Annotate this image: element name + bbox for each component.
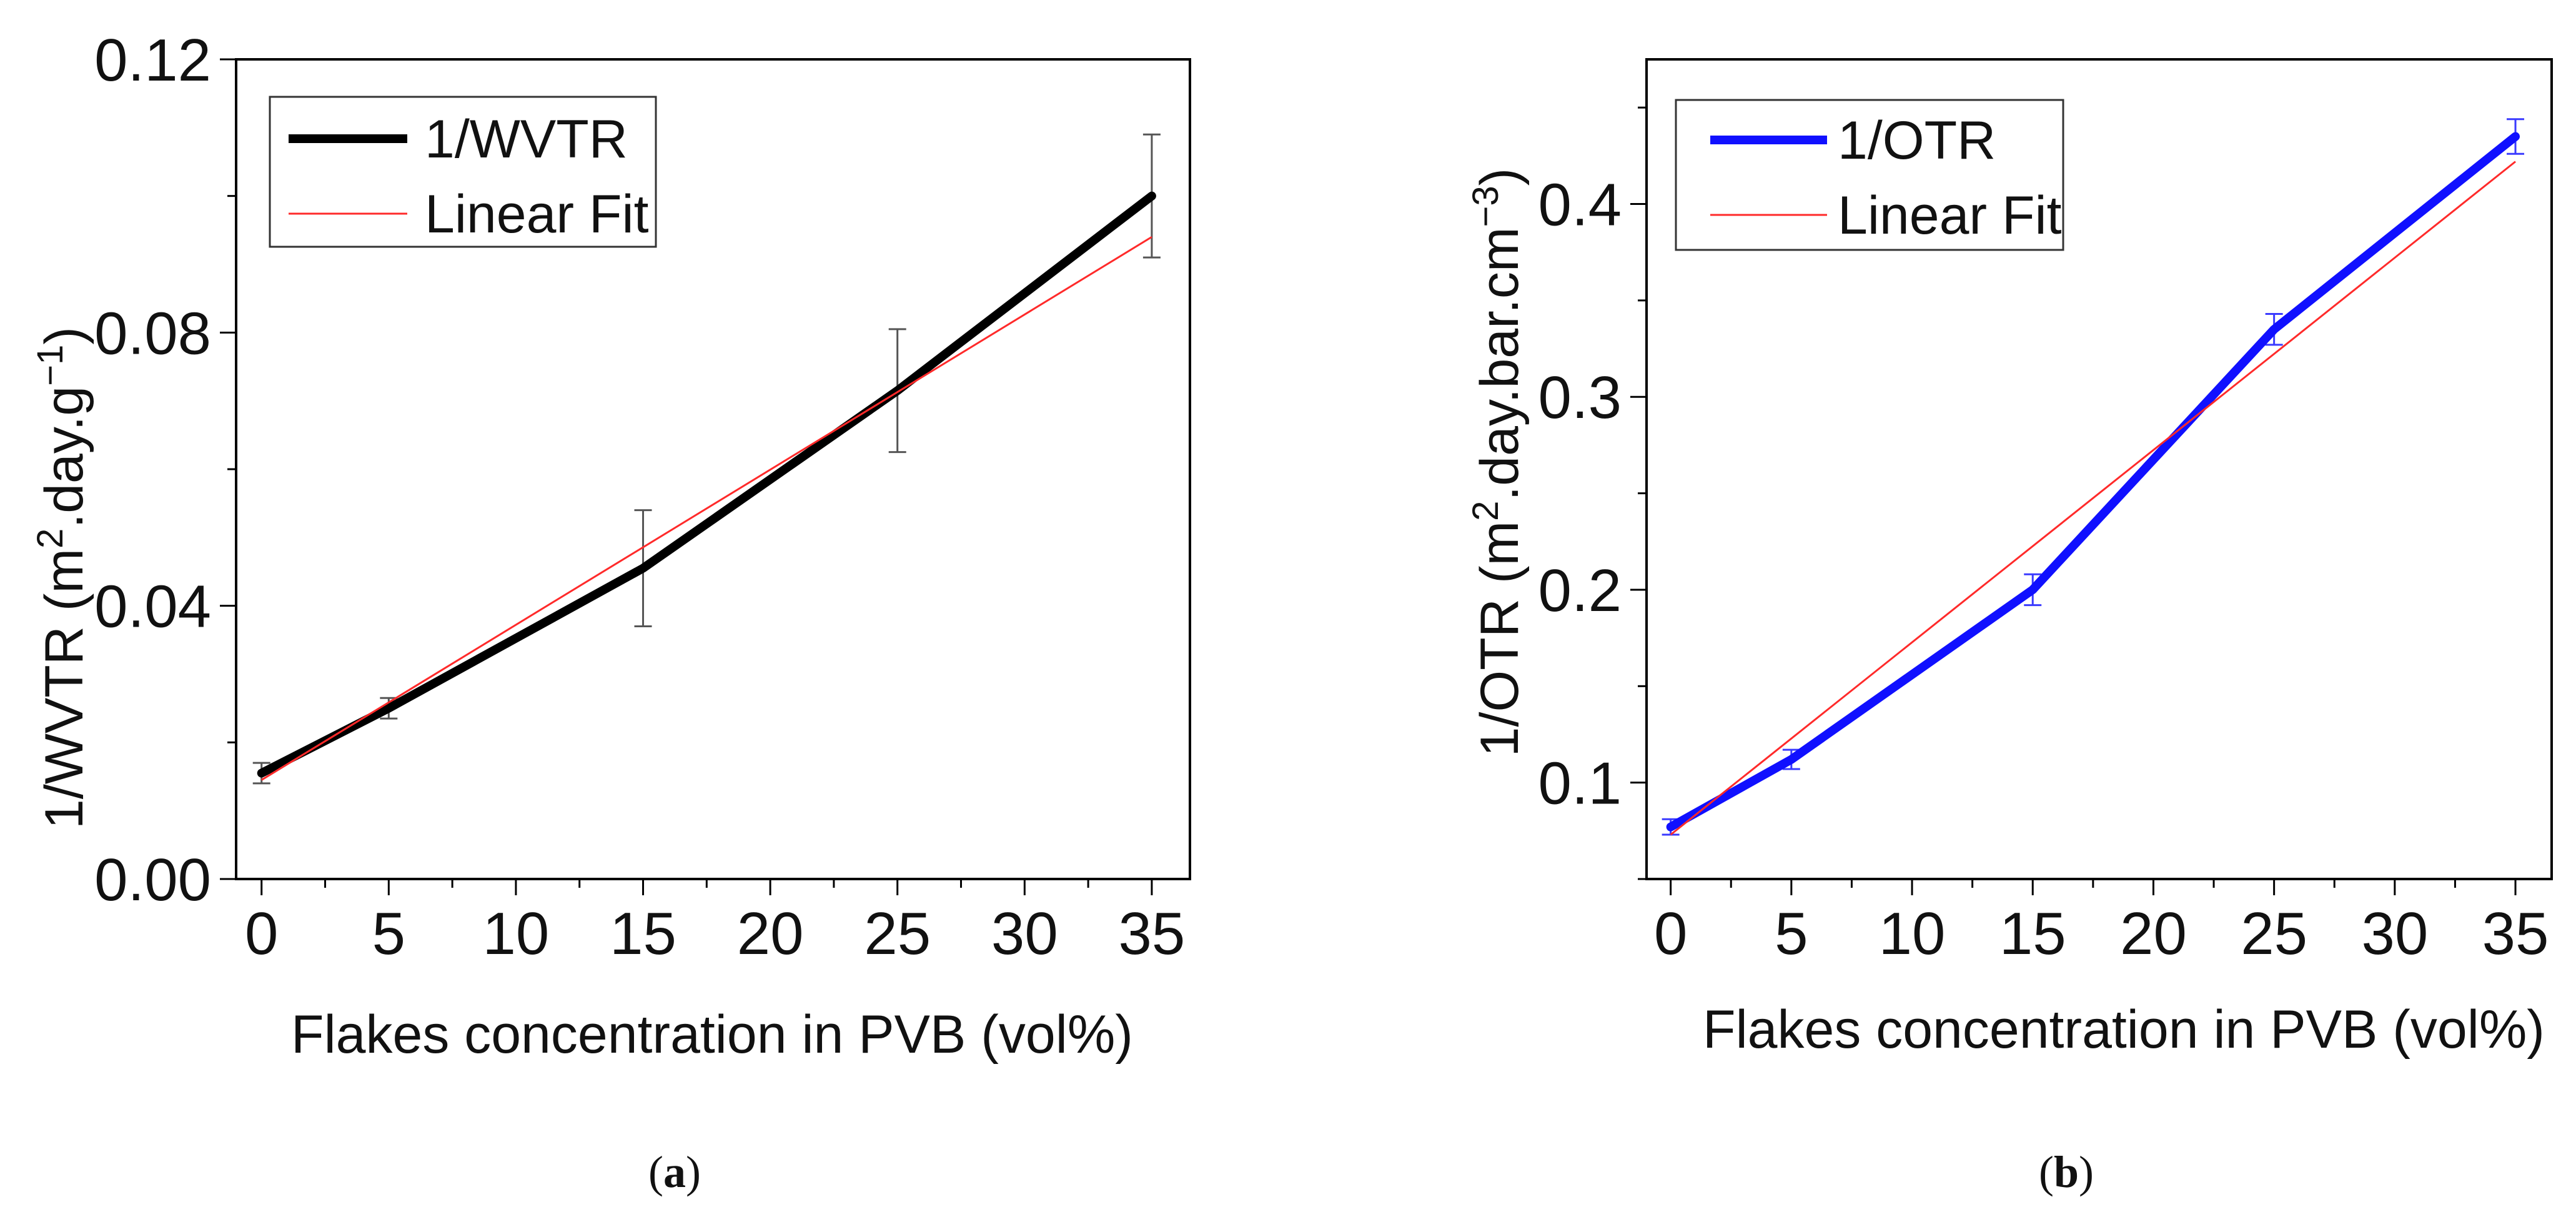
panel-a-x-axis-title: Flakes concentration in PVB (vol%): [291, 1005, 1133, 1065]
panel-b-chart: 1/OTR (m2.day.bar.cm−3) Flakes concentra…: [1465, 58, 2553, 1197]
panel-b-legend-label-otr: 1/OTR: [1838, 111, 1996, 171]
panel-b-x-tick-label: 30: [2361, 900, 2428, 967]
panel-b-x-tick-label: 25: [2241, 900, 2307, 967]
panel-b-y-tick-label: 0.1: [1538, 750, 1622, 817]
panel-b-fit-line: [1670, 161, 2516, 836]
panel-b-x-tick-label: 20: [2120, 900, 2187, 967]
panel-a-y-axis-title: 1/WVTR (m2.day.g−1): [30, 327, 95, 829]
panel-b-y-axis-title: 1/OTR (m2.day.bar.cm−3): [1465, 168, 1530, 757]
panel-b-legend-box: [1675, 99, 2064, 251]
panel-a-legend: 1/WVTR Linear Fit: [269, 96, 657, 248]
panel-a-y-tick-label: 0.04: [94, 574, 211, 640]
panel-a-x-tick-label: 35: [1119, 900, 1186, 967]
panel-b-x-tick-label: 35: [2482, 900, 2549, 967]
panel-a-legend-label-wvtr: 1/WVTR: [425, 109, 628, 169]
panel-b-caption: (b): [2039, 1147, 2094, 1197]
panel-b-x-tick-label: 0: [1654, 900, 1687, 967]
panel-a-chart: 1/WVTR (m2.day.g−1) Flakes concentration…: [30, 27, 1191, 1197]
panel-a-x-tick-label: 10: [483, 900, 550, 967]
panel-b-y-tick-label: 0.4: [1538, 172, 1622, 239]
panel-b-y-tick-label: 0.2: [1538, 557, 1622, 624]
panel-b-x-tick-label: 5: [1775, 900, 1808, 967]
panel-b-y-tick-label: 0.3: [1538, 364, 1622, 431]
panel-a-y-tick-label: 0.08: [94, 300, 211, 367]
panel-b-plot-frame: [1645, 58, 2553, 880]
panel-a-x-tick-label: 30: [991, 900, 1058, 967]
panel-a-x-tick-label: 15: [610, 900, 676, 967]
panel-a-series-line: [257, 191, 1156, 778]
panel-b-legend: 1/OTR Linear Fit: [1675, 99, 2064, 251]
panel-a-x-tick-label: 25: [864, 900, 931, 967]
panel-b-x-tick-label: 15: [1999, 900, 2066, 967]
panel-b-x-axis-title: Flakes concentration in PVB (vol%): [1703, 1000, 2545, 1060]
panel-b-legend-label-fit: Linear Fit: [1838, 186, 2062, 246]
panel-b-x-tick-label: 10: [1879, 900, 1946, 967]
panel-a-x-tick-label: 5: [372, 900, 405, 967]
panel-a-fit-line: [260, 236, 1152, 781]
panel-a-legend-label-fit: Linear Fit: [425, 184, 649, 244]
panel-a-x-tick-label: 0: [245, 900, 278, 967]
panel-a-legend-box: [269, 96, 657, 248]
panel-a-y-tick-label: 0.00: [94, 847, 211, 913]
panel-a-y-tick-label: 0.12: [94, 27, 211, 94]
panel-a-caption: (a): [648, 1147, 701, 1197]
panel-b-series-line: [1666, 132, 2520, 832]
panel-a-x-tick-label: 20: [737, 900, 804, 967]
